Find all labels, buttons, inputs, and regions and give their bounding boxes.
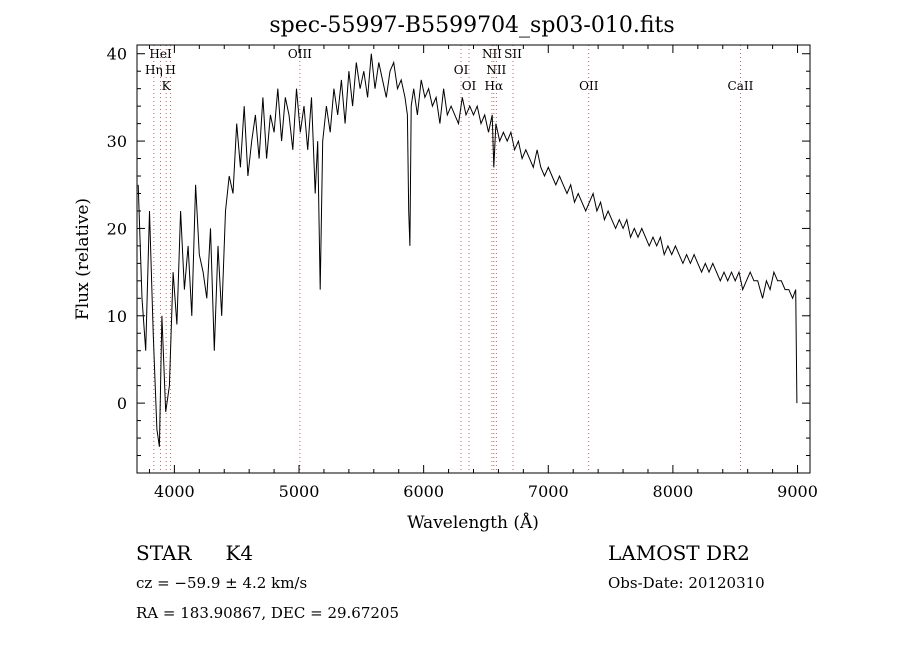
spectral-line-label: NII bbox=[482, 47, 502, 61]
y-tick-label: 10 bbox=[107, 307, 127, 326]
x-tick-label: 6000 bbox=[403, 482, 444, 501]
y-tick-label: 0 bbox=[117, 394, 127, 413]
sky-coordinates: RA = 183.90867, DEC = 29.67205 bbox=[136, 604, 400, 622]
spectral-line-label: OII bbox=[579, 79, 599, 93]
spectral-line-label: Hη bbox=[145, 63, 163, 77]
spectral-line-label: NII bbox=[486, 63, 506, 77]
spectral-line-label: HeI bbox=[149, 47, 172, 61]
spectral-line-label: Hα bbox=[485, 79, 504, 93]
y-axis-label: Flux (relative) bbox=[73, 198, 93, 320]
x-tick-label: 7000 bbox=[528, 482, 569, 501]
spectral-line-label: OI bbox=[454, 63, 469, 77]
spectral-line-label: K bbox=[162, 79, 172, 93]
redshift-velocity: cz = −59.9 ± 4.2 km/s bbox=[136, 574, 308, 592]
x-tick-label: 8000 bbox=[653, 482, 694, 501]
chart-title: spec-55997-B5599704_sp03-010.fits bbox=[269, 13, 674, 38]
y-tick-label: 40 bbox=[107, 45, 127, 64]
observation-date: Obs-Date: 20120310 bbox=[608, 574, 765, 592]
object-type: STAR bbox=[136, 541, 192, 565]
spectral-line-label: SII bbox=[504, 47, 522, 61]
spectrum-line bbox=[137, 53, 798, 447]
plot-frame bbox=[136, 44, 811, 474]
spectral-line-label: OI bbox=[462, 79, 477, 93]
x-tick-label: 9000 bbox=[777, 482, 818, 501]
plot-layer: 4000 5000 6000 7000 8000 9000 0 10 20 30 40 HeI Hη HK… bbox=[107, 45, 818, 501]
x-axis-label: Wavelength (Å) bbox=[407, 512, 539, 533]
spectral-subclass: K4 bbox=[225, 541, 254, 565]
y-tick-label: 20 bbox=[107, 219, 127, 238]
y-tick-label: 30 bbox=[107, 132, 127, 151]
spectral-line-label: OIII bbox=[288, 47, 312, 61]
object-class: STAR K4 bbox=[136, 541, 253, 565]
survey-name: LAMOST DR2 bbox=[608, 541, 750, 565]
x-tick-label: 5000 bbox=[279, 482, 320, 501]
x-tick-label: 4000 bbox=[154, 482, 195, 501]
spectral-line-label: H bbox=[165, 63, 175, 77]
spectral-line-label: CaII bbox=[728, 79, 754, 93]
